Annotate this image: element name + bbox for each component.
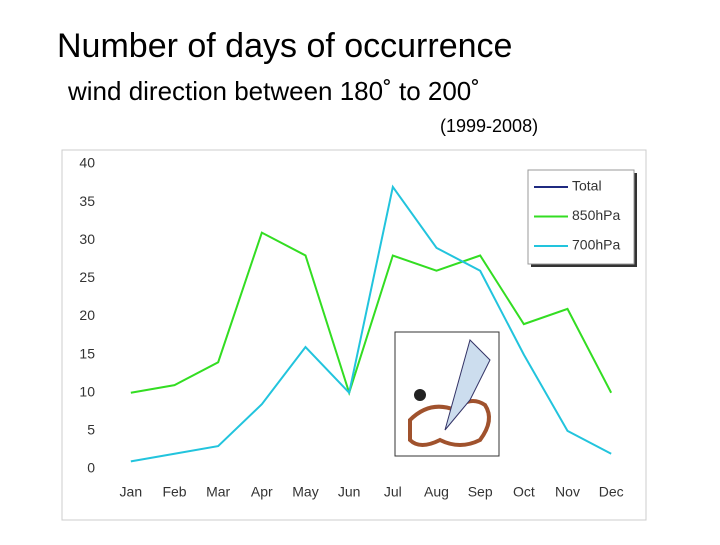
y-tick-label: 40 — [79, 155, 95, 171]
x-tick-label: May — [292, 484, 318, 500]
x-tick-label: Apr — [251, 484, 273, 500]
inset-map — [394, 331, 500, 457]
y-tick-label: 0 — [87, 460, 95, 476]
chart-title: Number of days of occurrence — [57, 27, 512, 65]
y-tick-label: 25 — [79, 269, 95, 285]
series-line — [130, 184, 612, 463]
y-tick-label: 20 — [79, 307, 95, 323]
x-tick-label: Jun — [338, 484, 361, 500]
legend-label: 850hPa — [572, 207, 620, 223]
x-tick-label: Jan — [120, 484, 143, 500]
legend-label: Total — [572, 178, 602, 194]
x-tick-label: Mar — [206, 484, 230, 500]
x-tick-label: Dec — [599, 484, 624, 500]
x-tick-label: Oct — [513, 484, 535, 500]
y-tick-label: 35 — [79, 193, 95, 209]
marker — [414, 389, 426, 401]
series-line — [130, 231, 613, 397]
arrow — [444, 339, 491, 431]
y-tick-label: 30 — [79, 231, 95, 247]
legend-label: 700hPa — [572, 237, 620, 253]
x-tick-label: Nov — [555, 484, 580, 500]
x-tick-label: Aug — [424, 484, 449, 500]
x-tick-label: Jul — [384, 484, 402, 500]
y-tick-label: 15 — [79, 345, 95, 361]
y-tick-label: 5 — [87, 422, 95, 438]
x-tick-label: Sep — [468, 484, 493, 500]
chart-subtitle: wind direction between 180˚ to 200˚ — [67, 76, 480, 106]
x-tick-label: Feb — [162, 484, 186, 500]
period: (1999-2008) — [440, 116, 538, 136]
y-tick-label: 10 — [79, 383, 95, 399]
